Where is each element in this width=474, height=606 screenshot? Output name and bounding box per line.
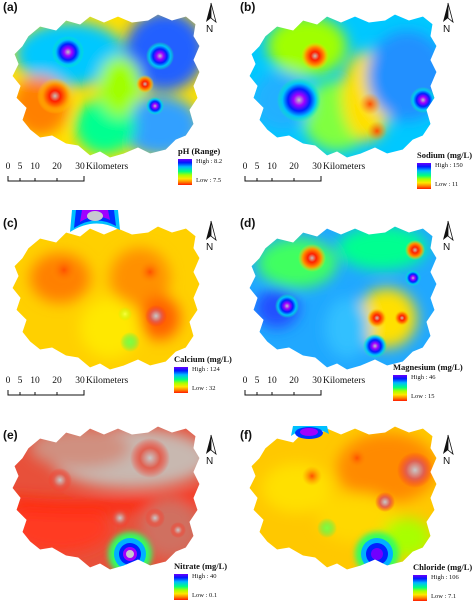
scale-tick: 10 [267,376,277,386]
scale-tick: 30 [75,376,85,386]
scale-tick: 30 [312,162,322,172]
legend-high: High : 106 [431,574,459,581]
legend: Chloride (mg/L) High : 106 Low : 7.1 [413,562,474,606]
scale-tick: 5 [17,162,23,172]
legend-low: Low : 32 [192,385,216,392]
scale-tick: 10 [30,162,40,172]
legend: pH (Range) High : 8.2 Low : 7.5 [178,146,256,190]
legend-low: Low : 0.1 [192,592,218,599]
legend-color-ramp [174,367,188,393]
chloride-map [248,425,438,571]
legend-low: Low : 7.5 [196,177,222,184]
scale-bar: 0 5 10 20 30 Kilometers [6,162,146,192]
scale-graphic [7,176,85,182]
scale-tick: 20 [52,376,62,386]
legend-high: High : 46 [411,374,436,381]
scale-tick: 5 [254,162,260,172]
legend-title: Nitrate (mg/L) [174,561,228,571]
panel-chloride: (f) N Chloride (mg/L) High : 106 Low : 7… [237,404,474,606]
north-label: N [206,24,214,35]
panel-ph: (a) N 0 5 10 20 30 Kilometers pH (Range)… [0,0,237,202]
magnesium-map [248,225,438,371]
legend-low: Low : 15 [411,393,435,400]
scale-tick: 0 [242,376,248,386]
panel-calcium: (c) N 0 5 10 20 30 Kilometers Calcium (m… [0,202,237,404]
scale-bar: 0 5 10 20 30 Kilometers [6,376,146,406]
panel-nitrate: (e) N Nitrate (mg/L) High : 40 Low : 0.1 [0,404,237,606]
scale-tick: 0 [5,162,11,172]
north-arrow-icon: N [440,220,456,253]
legend-color-ramp [178,159,192,185]
scale-tick: 10 [30,376,40,386]
legend-color-ramp [413,575,427,601]
ph-map [11,13,201,159]
scale-tick: 5 [254,376,260,386]
scale-bar: 0 5 10 20 30 Kilometers [243,376,383,406]
legend: Calcium (mg/L) High : 124 Low : 32 [174,354,252,398]
scale-tick: 20 [289,162,299,172]
panel-sodium: (b) N 0 5 10 20 30 Kilometers Sodium (mg… [237,0,474,202]
north-arrow-icon: N [203,434,219,467]
legend-low: Low : 11 [435,181,459,188]
scale-tick: 30 [75,162,85,172]
calcium-map [11,210,201,371]
panel-label: (b) [240,0,256,14]
scale-tick: 0 [5,376,11,386]
panel-label: (d) [240,216,256,230]
legend: Nitrate (mg/L) High : 40 Low : 0.1 [174,561,252,605]
legend-color-ramp [417,163,431,189]
legend-color-ramp [174,574,188,600]
panel-magnesium: (d) N 0 5 10 20 30 Kilometers Magnesium … [237,202,474,404]
north-label: N [206,242,214,253]
sodium-map [248,13,438,159]
panel-label: (f) [240,428,252,442]
legend-title: Sodium (mg/L) [417,150,473,160]
north-label: N [443,24,451,35]
scale-tick: 20 [289,376,299,386]
scale-graphic [244,390,322,396]
legend-title: Magnesium (mg/L) [393,362,463,372]
scale-unit: Kilometers [323,162,366,172]
north-label: N [443,242,451,253]
scale-graphic [244,176,322,182]
north-arrow-icon: N [440,2,456,35]
scale-tick: 10 [267,162,277,172]
north-arrow-icon: N [203,2,219,35]
legend-title: pH (Range) [178,146,221,156]
legend-high: High : 124 [192,366,220,373]
scale-tick: 30 [312,376,322,386]
scale-unit: Kilometers [323,376,366,386]
scale-tick: 0 [242,162,248,172]
panel-label: (a) [3,0,18,14]
scale-graphic [7,390,85,396]
scale-unit: Kilometers [86,162,129,172]
scale-unit: Kilometers [86,376,129,386]
nitrate-map [11,425,201,571]
north-label: N [206,456,214,467]
legend-title: Chloride (mg/L) [413,562,473,572]
panel-label: (e) [3,428,18,442]
legend-high: High : 8.2 [196,158,223,165]
legend-high: High : 150 [435,162,463,169]
north-label: N [443,456,451,467]
legend-high: High : 40 [192,573,217,580]
scale-tick: 20 [52,162,62,172]
legend-low: Low : 7.1 [431,593,457,600]
legend: Sodium (mg/L) High : 150 Low : 11 [417,150,474,194]
legend-title: Calcium (mg/L) [174,354,232,364]
legend-color-ramp [393,375,407,401]
scale-tick: 5 [17,376,23,386]
scale-bar: 0 5 10 20 30 Kilometers [243,162,383,192]
north-arrow-icon: N [440,434,456,467]
panel-label: (c) [3,216,18,230]
north-arrow-icon: N [203,220,219,253]
legend: Magnesium (mg/L) High : 46 Low : 15 [393,362,471,406]
